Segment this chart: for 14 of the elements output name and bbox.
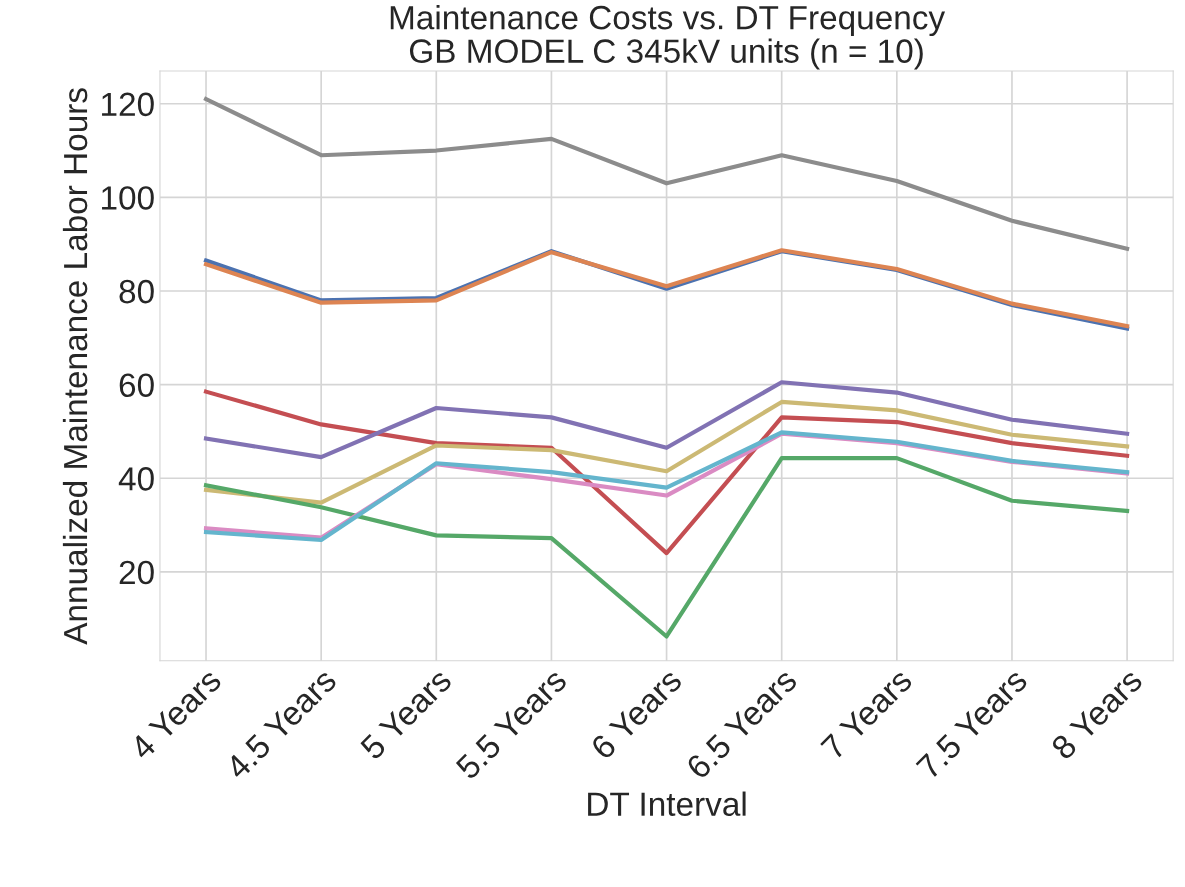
y-tick-label: 100 bbox=[102, 186, 154, 210]
y-axis-title: Annualized Maintenance Labor Hours bbox=[62, 88, 88, 645]
y-tick-label: 20 bbox=[119, 560, 154, 585]
chart-title: Maintenance Costs vs. DT Frequency GB MODEL C 345kV units (n = 10) bbox=[390, 4, 946, 70]
y-tick-label: 80 bbox=[119, 279, 154, 304]
line-series bbox=[203, 380, 1130, 460]
x-axis-title: DT Interval bbox=[588, 791, 746, 817]
y-tick-label: 60 bbox=[119, 373, 154, 398]
y-tick-label: 120 bbox=[102, 92, 154, 117]
line-series bbox=[203, 456, 1130, 639]
line-series bbox=[203, 389, 1130, 556]
y-tick-label: 40 bbox=[118, 467, 154, 491]
line-series bbox=[203, 399, 1130, 505]
line-series bbox=[203, 96, 1130, 251]
